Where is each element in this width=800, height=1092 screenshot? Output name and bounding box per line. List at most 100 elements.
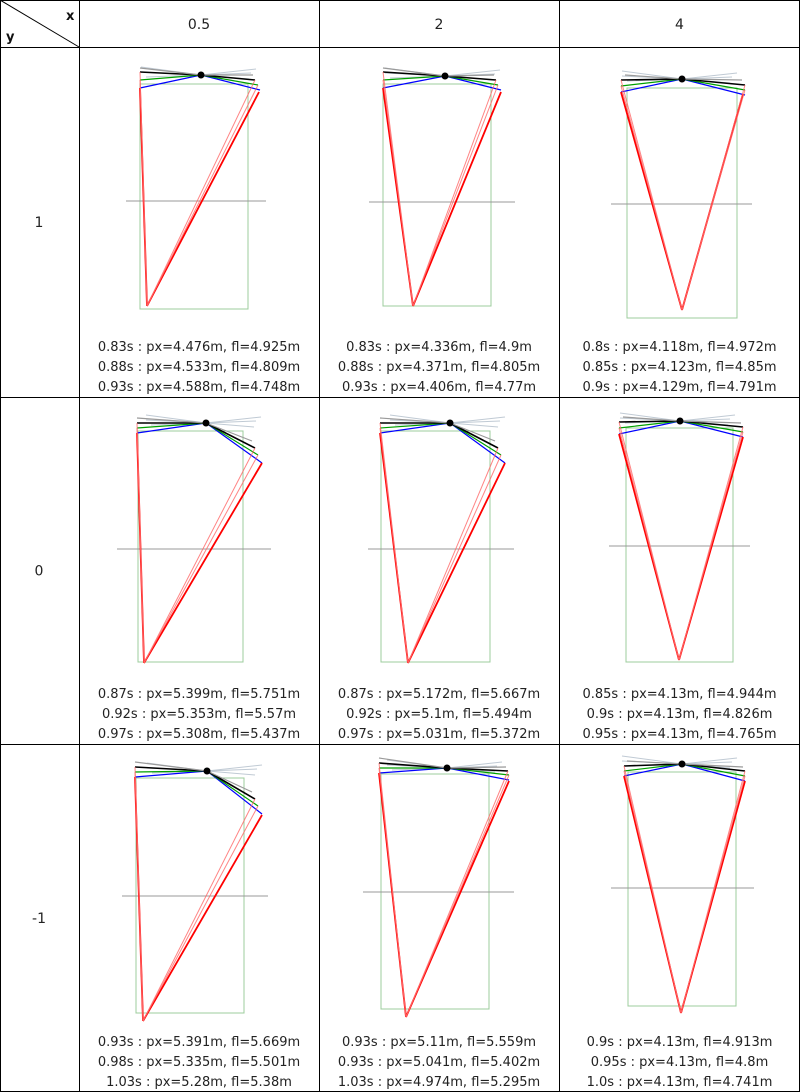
arm-right-line (681, 78, 746, 96)
leg-right-line (412, 91, 502, 307)
arm-right-line (205, 422, 253, 442)
pivot-dot (441, 72, 449, 80)
arm-right-line (679, 420, 744, 433)
leg-left-line (378, 762, 407, 1018)
arm-right-line (681, 78, 746, 91)
arm-left-line (139, 74, 202, 89)
result-line: 0.83s : px=4.476m, fl=4.925m (98, 340, 300, 355)
result-line: 1.03s : px=4.974m, fl=5.295m (338, 1075, 540, 1090)
arm-right-line (200, 74, 256, 81)
leg-right-line (407, 454, 502, 664)
arm-left-line (382, 67, 446, 77)
arm-right-line (681, 763, 746, 777)
arm-left-line (136, 417, 207, 424)
fan-line (444, 69, 501, 77)
fan-line (206, 764, 263, 772)
arm-right-line (449, 422, 499, 449)
fan-line (200, 68, 257, 76)
arm-right-line (200, 74, 261, 91)
guide-frame (625, 427, 734, 663)
pivot-dot (678, 760, 686, 768)
arm-left-line (624, 74, 683, 80)
arm-right-line (679, 420, 744, 438)
arm-right-line (449, 422, 506, 464)
result-line: 0.87s : px=5.172m, fl=5.667m (338, 687, 540, 702)
leg-right-line (143, 447, 256, 664)
arm-left-line (623, 763, 683, 772)
result-line: 0.9s : px=4.13m, fl=4.913m (587, 1035, 773, 1050)
arm-right-line (205, 422, 259, 456)
arm-right-line (679, 420, 744, 428)
arm-left-line (139, 74, 202, 81)
leg-left-line (620, 79, 683, 311)
arm-right-line (449, 422, 502, 456)
leg-right-line (407, 462, 506, 664)
leg-right-line (146, 79, 256, 307)
arm-left-line (620, 78, 683, 87)
leg-left-line (139, 71, 148, 307)
fan-line (449, 422, 499, 428)
fan-line (205, 420, 257, 424)
arm-left-line (139, 71, 202, 76)
guide-frame (382, 83, 492, 307)
fan-line (621, 70, 683, 80)
column-header: 0.5 (188, 17, 210, 33)
fan-line (621, 755, 683, 765)
result-line: 0.97s : px=5.308m, fl=5.437m (98, 727, 300, 742)
arm-right-line (681, 763, 746, 772)
fan-line (679, 418, 731, 422)
result-line: 0.95s : px=4.13m, fl=4.765m (582, 727, 776, 742)
arm-left-line (618, 420, 681, 435)
arm-left-line (626, 760, 683, 765)
leg-left-line (379, 422, 409, 664)
arm-left-line (379, 417, 451, 424)
arm-right-line (446, 766, 507, 769)
corner-diagonal (0, 0, 80, 48)
arm-left-line (382, 75, 446, 81)
pivot-dot (678, 75, 686, 83)
column-header: 4 (675, 17, 684, 33)
arm-right-line (446, 767, 510, 781)
leg-right-line (146, 84, 259, 307)
arm-right-line (205, 422, 256, 449)
result-line: 0.9s : px=4.129m, fl=4.791m (582, 380, 776, 395)
leg-right-line (142, 814, 263, 1022)
arm-right-line (446, 767, 509, 772)
leg-right-line (680, 770, 746, 1014)
arm-left-line (618, 420, 681, 423)
leg-right-line (142, 805, 259, 1022)
arm-left-line (622, 416, 681, 422)
fan-line (449, 420, 501, 424)
leg-right-line (146, 91, 260, 307)
arm-right-line (681, 763, 744, 768)
result-line: 0.98s : px=5.335m, fl=5.501m (98, 1055, 300, 1070)
arm-right-line (444, 75, 497, 81)
arm-right-line (444, 75, 499, 86)
arm-left-line (379, 422, 451, 429)
result-line: 1.0s : px=4.13m, fl=4.741m (587, 1075, 773, 1090)
result-line: 0.93s : px=5.11m, fl=5.559m (342, 1035, 536, 1050)
result-line: 0.93s : px=4.588m, fl=4.748m (98, 380, 300, 395)
arm-left-line (623, 763, 683, 767)
arm-left-line (378, 757, 448, 769)
pivot-dot (203, 767, 211, 775)
result-line: 0.93s : px=5.041m, fl=5.402m (338, 1055, 540, 1070)
arm-left-line (139, 67, 202, 76)
result-line: 0.87s : px=5.399m, fl=5.751m (98, 687, 300, 702)
arm-left-line (136, 422, 207, 429)
pivot-dot (443, 764, 451, 772)
fan-line (145, 414, 207, 424)
result-line: 0.85s : px=4.13m, fl=4.944m (582, 687, 776, 702)
leg-right-line (412, 84, 499, 307)
arm-left-line (620, 78, 683, 93)
arm-left-line (618, 420, 681, 429)
result-line: 0.95s : px=4.13m, fl=4.8m (591, 1055, 769, 1070)
leg-right-line (412, 79, 497, 307)
arm-left-line (134, 761, 208, 772)
guide-frame (627, 771, 737, 1007)
result-line: 0.92s : px=5.353m, fl=5.57m (102, 707, 296, 722)
guide-frame (380, 430, 491, 663)
corner-x-label: x (66, 9, 75, 24)
leg-left-line (136, 422, 145, 664)
